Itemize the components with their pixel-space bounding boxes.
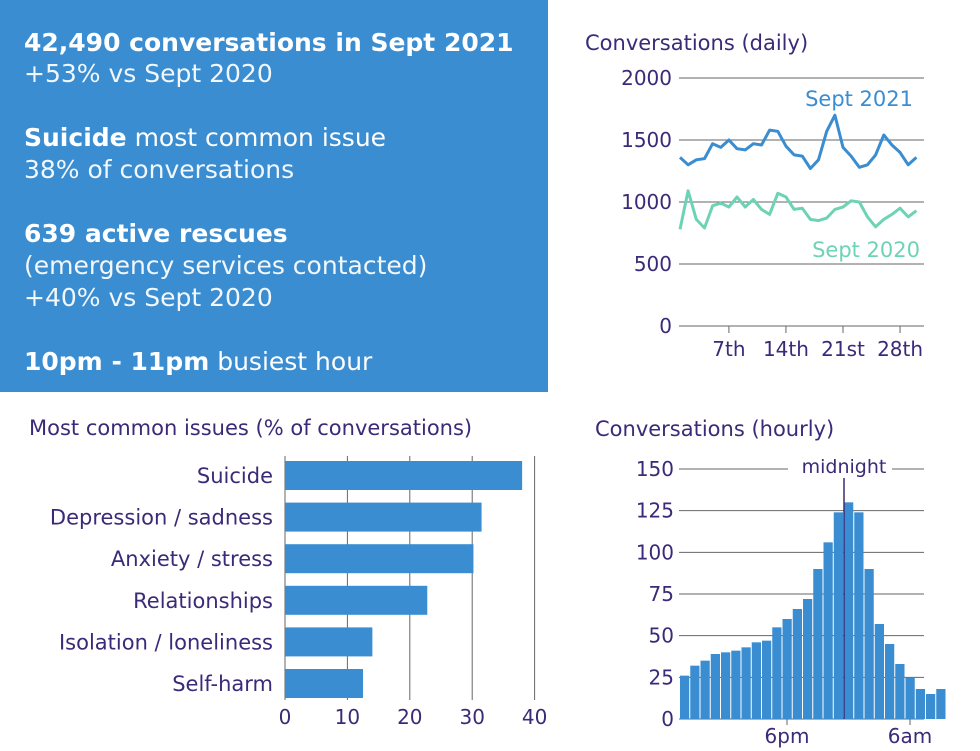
daily-x-tick: 14th [763,337,809,361]
daily-x-tick: 28th [877,337,923,361]
issues-bar [285,461,523,490]
hourly-bar [905,677,915,719]
rescues-change: +40% vs Sept 2020 [24,283,273,312]
hourly-bar [792,609,802,719]
hourly-chart-title: Conversations (hourly) [595,417,834,441]
issues-x-tick: 10 [335,705,360,729]
hourly-bar [926,694,936,719]
hourly-y-tick: 125 [636,499,674,523]
hourly-bar [741,647,751,719]
hourly-bar [680,675,690,719]
hourly-bar [731,650,741,719]
issues-category-label: Anxiety / stress [111,547,273,571]
hourly-y-tick: 100 [636,540,674,564]
hourly-bar [762,640,772,719]
hourly-bar [915,689,925,719]
daily-x-tick: 21st [821,337,865,361]
top-issue: Suicide most common issue [24,123,387,152]
hourly-y-tick: 150 [636,457,674,481]
hourly-x-tick: 6pm [765,724,810,748]
hourly-bar [710,654,720,719]
hourly-bar [803,599,813,719]
issues-x-tick: 30 [459,705,484,729]
hourly-bar [885,644,895,719]
hourly-bar [936,689,946,719]
hourly-bar [895,664,905,719]
hourly-y-tick: 0 [661,707,674,731]
hourly-bar [833,512,843,719]
conversations-change: +53% vs Sept 2020 [24,59,273,88]
hourly-bar [823,542,833,719]
hourly-bar [844,502,854,719]
daily-y-tick: 2000 [621,66,672,90]
issues-bar [285,544,474,574]
daily-series-line [678,113,918,170]
issues-category-label: Self-harm [172,672,273,696]
issues-chart: Most common issues (% of conversations) 0… [29,416,547,729]
daily-chart-title: Conversations (daily) [585,31,808,55]
hourly-bar [700,660,710,719]
issues-bar [285,585,428,615]
rescues-note: (emergency services contacted) [24,251,428,280]
summary-panel: 42,490 conversations in Sept 2021 +53% v… [0,0,548,392]
hourly-bar [751,642,761,719]
top-issue-share: 38% of conversations [24,155,295,184]
hourly-bar [813,569,823,719]
issues-bar [285,669,363,698]
issues-x-tick: 40 [522,705,547,729]
daily-y-tick: 500 [634,252,672,276]
hourly-y-tick: 50 [649,624,674,648]
hourly-bar [782,619,792,719]
issues-bar [285,627,373,657]
total-conversations: 42,490 conversations in Sept 2021 [24,28,514,57]
busiest-hour: 10pm - 11pm busiest hour [24,347,373,376]
hourly-chart: Conversations (hourly) 150 125 100 75 50 25 0 mi… [595,417,946,748]
hourly-bar [854,512,864,719]
issues-bar [285,502,482,532]
hourly-bar [690,665,700,719]
daily-series-label: Sept 2020 [812,238,920,262]
daily-y-tick: 0 [659,314,672,338]
hourly-bar [874,624,884,719]
issues-category-label: Isolation / loneliness [59,630,273,654]
daily-series-line [678,189,918,230]
hourly-y-tick: 75 [649,582,674,606]
midnight-annotation: midnight [802,456,887,478]
daily-series-label: Sept 2021 [805,87,913,111]
daily-y-tick: 1000 [621,190,672,214]
hourly-bar [864,569,874,719]
issues-category-label: Relationships [133,589,273,613]
daily-x-tick: 7th [712,337,745,361]
issues-category-label: Suicide [197,464,273,488]
issues-category-label: Depression / sadness [50,506,273,530]
hourly-bar [772,627,782,719]
midnight-label-bg [788,455,892,479]
hourly-y-tick: 25 [649,665,674,689]
issues-x-tick: 0 [279,705,292,729]
active-rescues: 639 active rescues [24,219,288,248]
issues-x-tick: 20 [397,705,422,729]
daily-chart: Conversations (daily) 2000 1500 1000 500 0 7th… [585,31,924,361]
hourly-x-tick: 6am [888,724,932,748]
daily-y-tick: 1500 [621,128,672,152]
issues-chart-title: Most common issues (% of conversations) [29,416,472,440]
hourly-bar [721,652,731,719]
